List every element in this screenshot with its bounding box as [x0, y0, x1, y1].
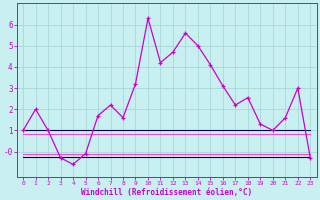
X-axis label: Windchill (Refroidissement éolien,°C): Windchill (Refroidissement éolien,°C)	[81, 188, 252, 197]
